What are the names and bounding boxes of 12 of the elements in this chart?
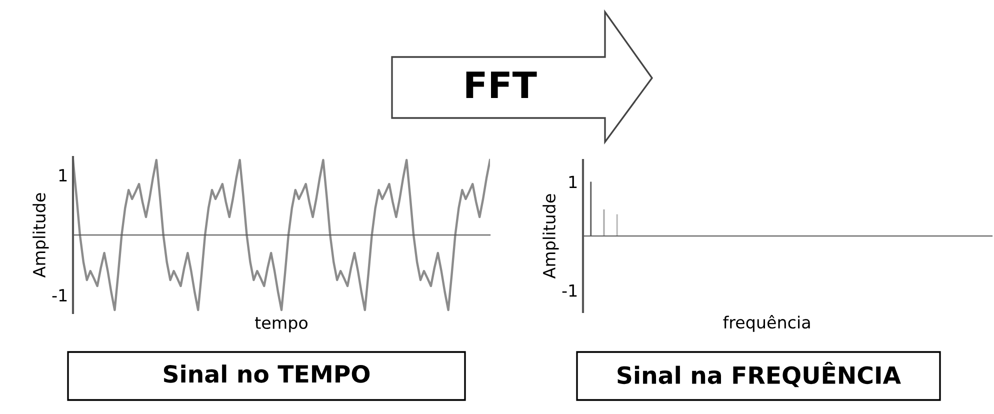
text: FFT: [466, 72, 537, 98]
x-axis-title: tempo: [255, 317, 308, 332]
y-tick-label: 1: [569, 176, 577, 188]
text: Sinal no TEMPO: [164, 364, 370, 383]
y-tick-label: -1: [52, 289, 67, 302]
x-axis-title: frequência: [723, 315, 810, 332]
y-tick-label: 1: [59, 169, 67, 182]
y-axis-title: Amplitude: [32, 193, 49, 278]
y-tick-label: -1: [562, 284, 577, 297]
text: Sinal na FREQUÊNCIA: [618, 362, 901, 388]
y-axis-title: Amplitude: [542, 194, 559, 279]
line-series: [73, 158, 490, 312]
